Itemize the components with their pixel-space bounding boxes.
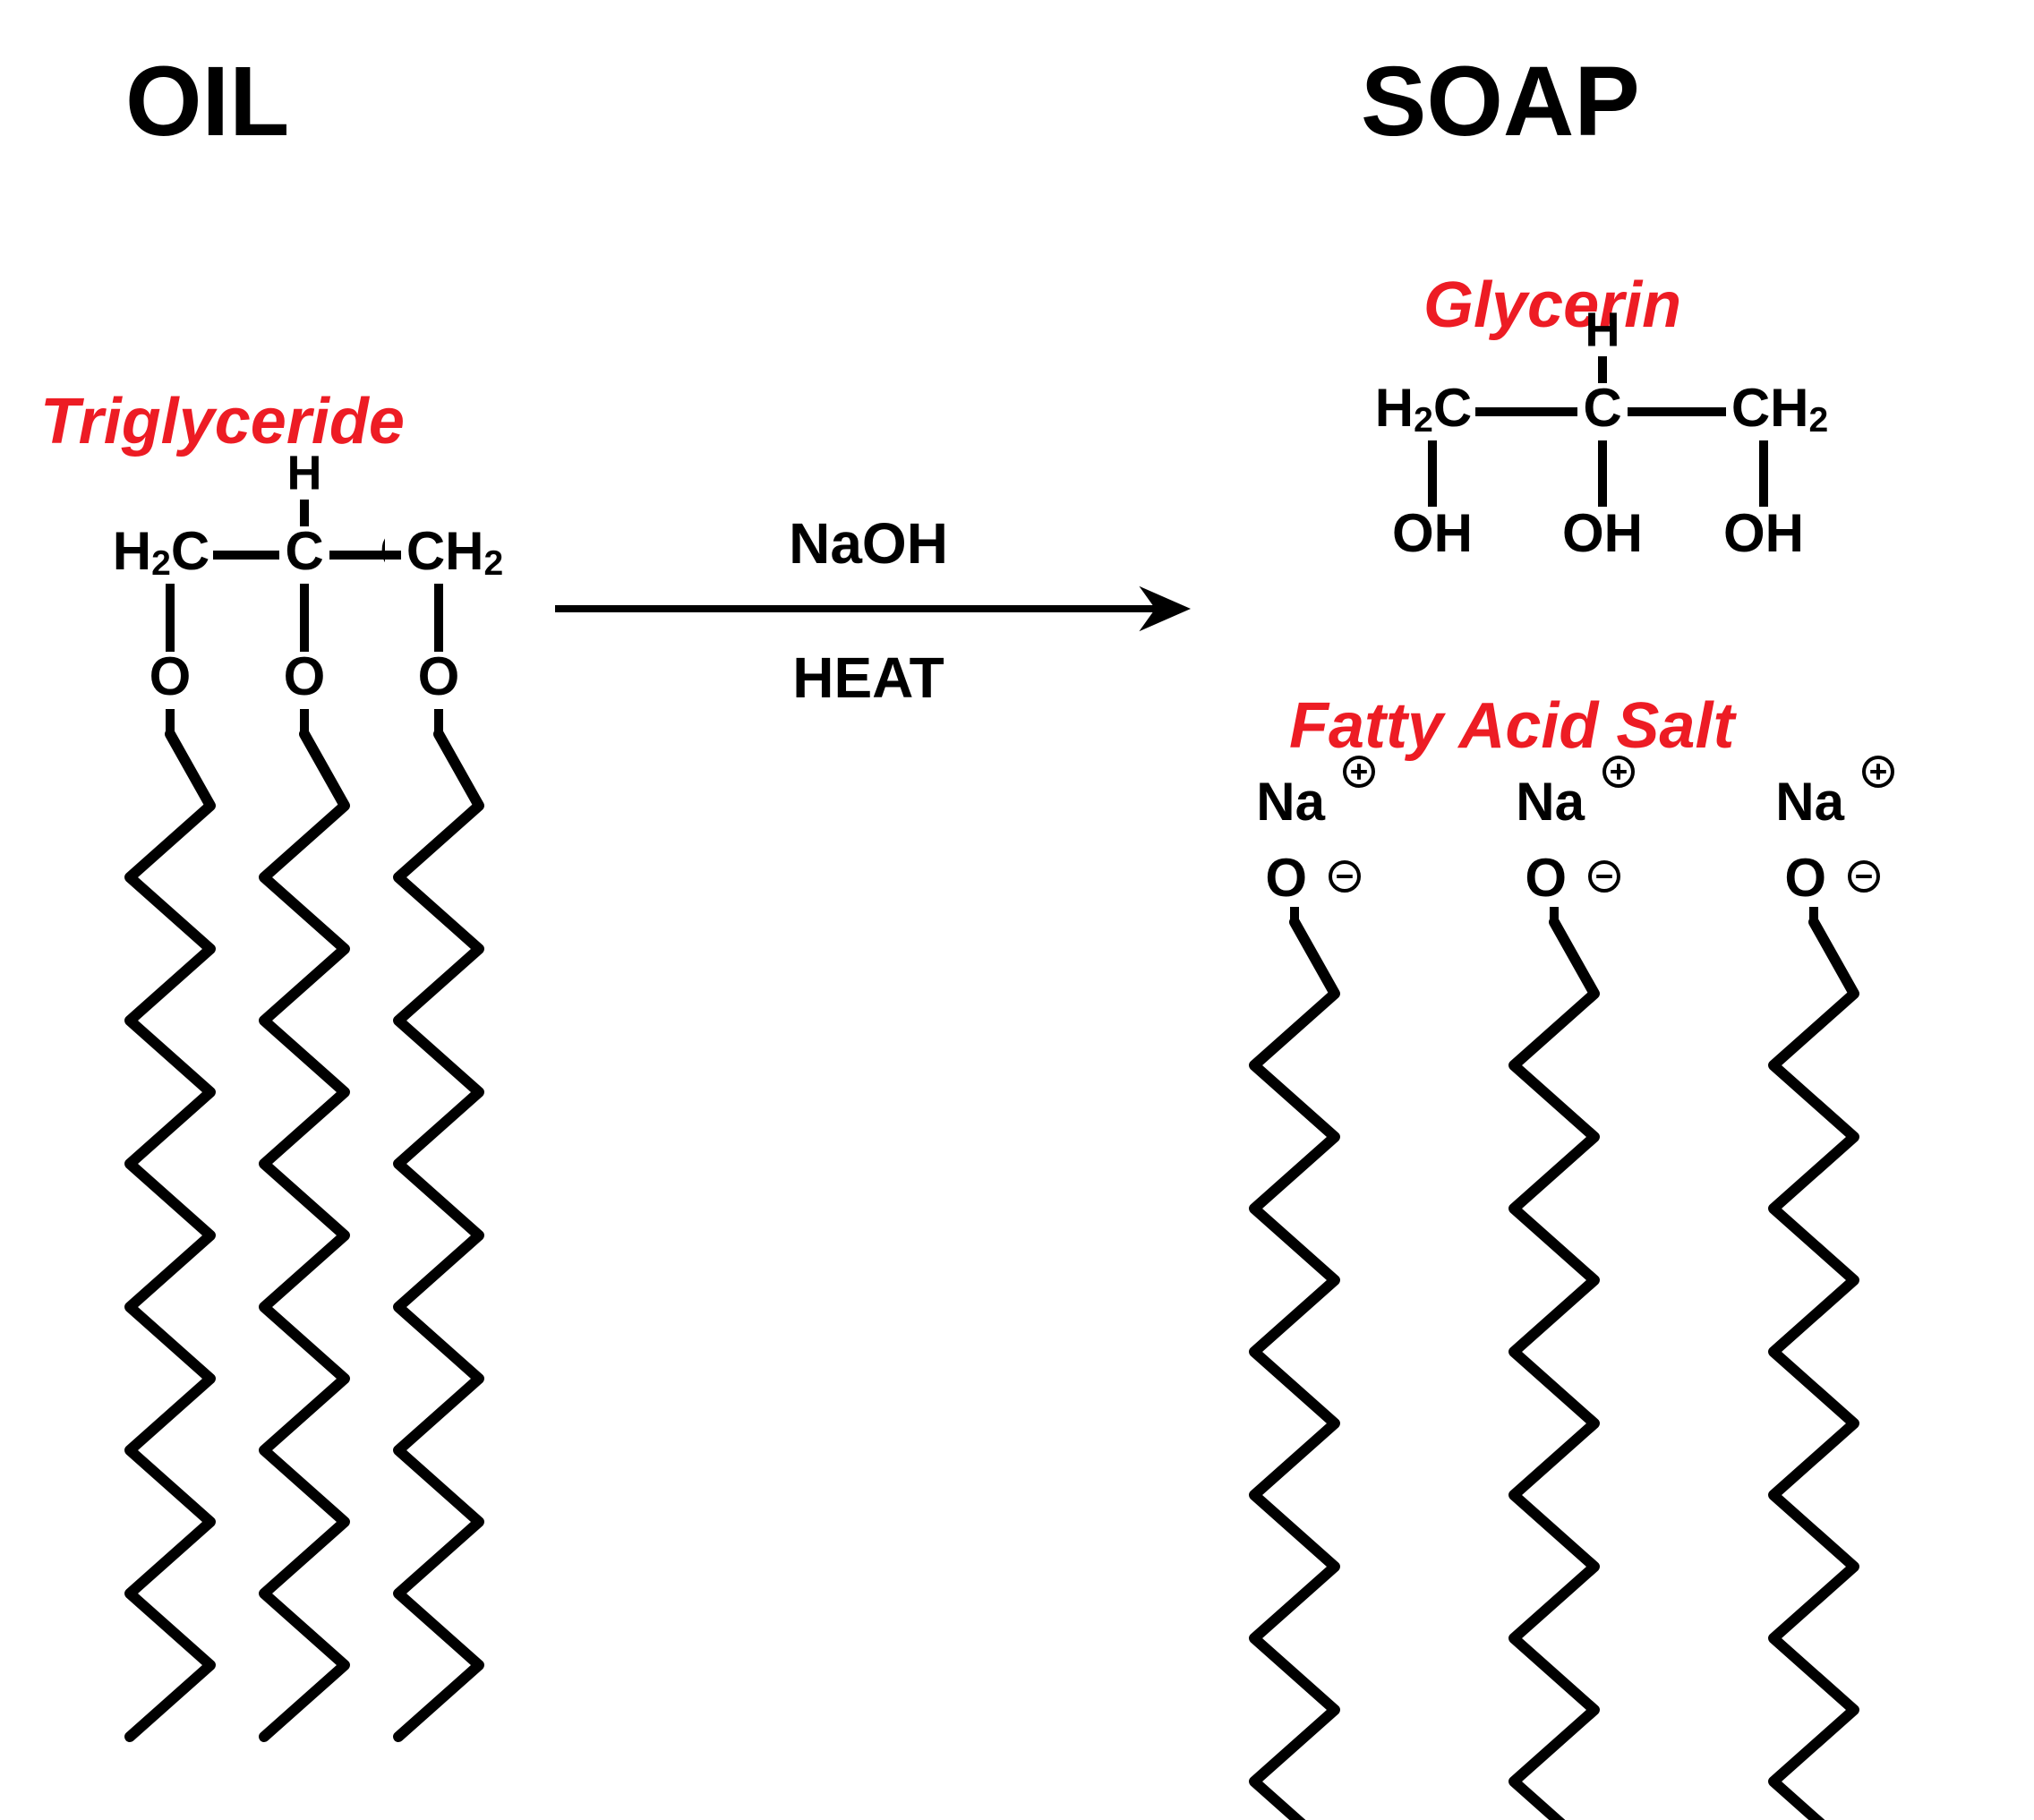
svg-text:OH: OH	[1562, 503, 1643, 563]
svg-text:O: O	[1784, 848, 1826, 908]
svg-text:O: O	[1525, 848, 1567, 908]
svg-text:O: O	[418, 646, 460, 706]
svg-text:CH2: CH2	[1731, 378, 1828, 440]
svg-text:OH: OH	[1723, 503, 1804, 563]
svg-text:H2C: H2C	[113, 521, 209, 583]
svg-text:H: H	[1585, 303, 1620, 356]
svg-text:Na: Na	[1256, 772, 1325, 832]
svg-text:Na: Na	[1775, 772, 1844, 832]
chemistry-diagram: HH2CCCHH2CH2OOOHH2CCCH2OHOHOHNaONaONaO	[0, 0, 2034, 1820]
svg-text:C: C	[285, 521, 323, 581]
svg-text:O: O	[284, 646, 326, 706]
svg-text:O: O	[150, 646, 192, 706]
svg-text:C: C	[1583, 378, 1621, 438]
svg-text:O: O	[1265, 848, 1307, 908]
svg-text:H: H	[287, 446, 322, 500]
svg-text:Na: Na	[1516, 772, 1585, 832]
svg-text:H2C: H2C	[1375, 378, 1472, 440]
svg-text:OH: OH	[1392, 503, 1473, 563]
